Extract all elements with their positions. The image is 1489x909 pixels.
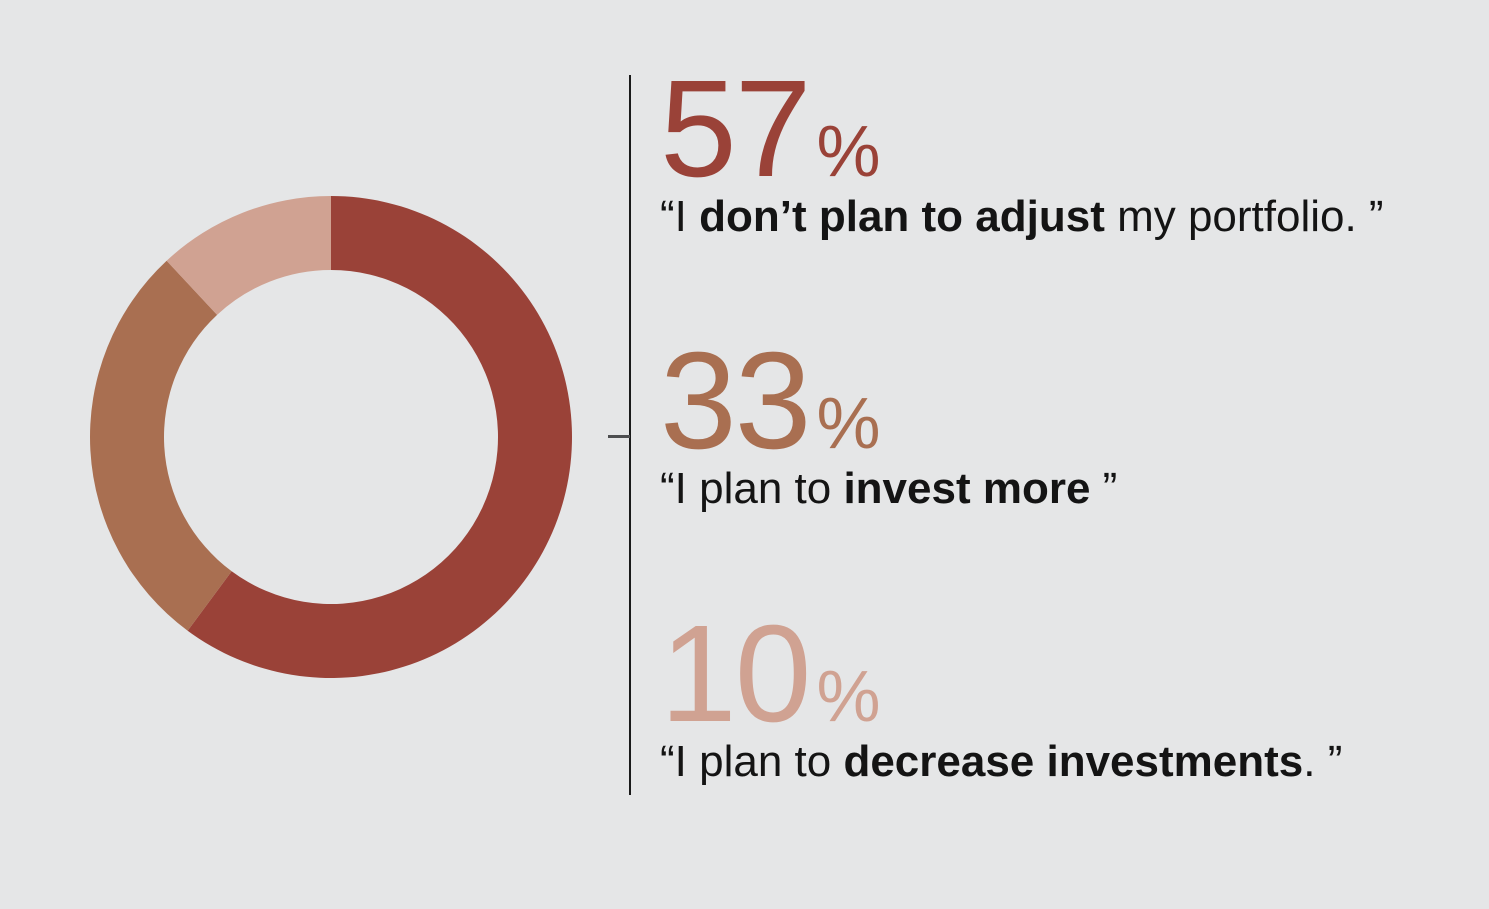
stat-block-33: 33% “I plan to invest more ”: [660, 332, 1117, 515]
stat-label-suffix: my portfolio. ”: [1104, 192, 1384, 242]
stat-label-suffix: ”: [1090, 464, 1118, 514]
divider-line: [629, 75, 631, 795]
stat-label-prefix: “I plan to: [660, 737, 844, 787]
donut-chart: [89, 196, 572, 678]
stat-label-bold: invest more: [843, 464, 1091, 514]
percent-sign: %: [816, 384, 881, 464]
stat-number: 57: [660, 52, 811, 206]
stat-block-10: 10% “I plan to decrease investments. ”: [660, 605, 1342, 788]
stat-number: 33: [660, 324, 811, 478]
stat-label-bold: decrease investments: [843, 737, 1304, 787]
donut-segment-57: [187, 196, 572, 678]
stat-label-33: “I plan to invest more ”: [660, 463, 1117, 515]
stat-value-33: 33%: [660, 332, 1117, 470]
stat-number: 10: [660, 597, 811, 751]
divider-tick: [608, 435, 630, 438]
stat-label-bold: don’t plan to adjust: [699, 192, 1105, 242]
percent-sign: %: [816, 112, 881, 192]
stat-label-10: “I plan to decrease investments. ”: [660, 736, 1342, 788]
stat-label-prefix: “I plan to: [660, 464, 844, 514]
stat-label-suffix: . ”: [1303, 737, 1343, 787]
stat-block-57: 57% “I don’t plan to adjust my portfolio…: [660, 60, 1384, 243]
percent-sign: %: [816, 657, 881, 737]
stat-label-57: “I don’t plan to adjust my portfolio. ”: [660, 191, 1384, 243]
donut-segment-10: [166, 196, 331, 315]
donut-segment-33: [89, 260, 232, 631]
stat-label-prefix: “I: [660, 192, 700, 242]
stat-value-10: 10%: [660, 605, 1342, 743]
stat-value-57: 57%: [660, 60, 1384, 198]
